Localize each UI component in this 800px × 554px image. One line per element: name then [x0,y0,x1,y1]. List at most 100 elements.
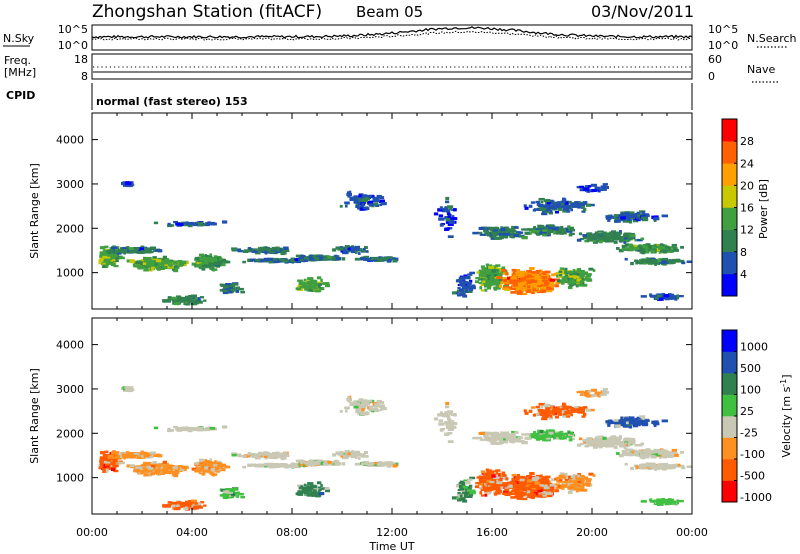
power-cell [627,213,634,216]
power-cell [173,268,179,273]
velocity-cell [327,460,332,464]
power-cell [542,229,548,232]
power-cell [148,250,154,254]
velocity-cell [228,496,233,499]
power-cell [113,264,119,268]
power-cell [493,229,498,232]
power-cell [640,237,645,241]
power-cell [650,295,657,298]
velocity-cell [243,454,250,458]
power-cell [582,201,588,204]
power-cell [359,207,366,211]
power-cell [446,212,451,216]
velocity-cell [121,454,128,458]
power-cell [523,204,527,208]
power-cell [568,200,572,204]
velocity-cell [135,466,142,470]
velocity-cell [317,486,322,489]
power-cell [643,249,648,252]
velocity-cell [312,492,319,495]
power-cell [130,182,133,185]
power-cell [488,269,495,273]
power-cell [231,248,237,252]
power-cell [225,260,231,264]
power-cell [542,282,549,286]
velocity-cell [112,464,116,467]
power-cell [164,263,169,266]
velocity-cell [184,506,188,509]
power-cell [519,270,526,274]
power-cell [366,194,373,198]
power-cell [192,223,198,227]
power-cell [487,279,491,283]
velocity-cell [267,453,273,456]
power-cell [466,290,473,293]
power-cell [656,294,662,298]
velocity-cell [209,458,212,462]
noise-sky-trace [91,26,693,39]
power-cell [540,230,547,234]
power-cell [221,262,226,267]
velocity-cell [237,454,243,458]
power-cell [479,286,483,290]
velocity-cell [180,503,186,507]
power-cell [191,262,197,266]
power-cell [542,210,547,214]
power-cell [580,205,585,208]
velocity-cell [271,451,278,455]
power-cell [195,297,201,301]
power-heatmap [98,181,693,306]
velocity-cell [215,470,220,473]
power-colorbar-band [722,185,737,208]
power-cell [498,284,502,288]
power-cell [546,230,551,233]
power-cell [312,284,317,288]
power-cell [529,267,535,271]
power-cell [251,250,258,253]
power-cell [185,295,189,299]
power-cell [133,264,138,268]
power-cell [569,227,574,230]
velocity-cell [387,462,394,465]
power-cell [102,249,106,253]
power-cell [493,271,500,275]
power-cell [466,283,471,287]
velocity-cell [99,456,104,460]
power-cell [621,244,627,248]
power-cell [661,214,668,218]
velocity-cell [392,464,398,468]
power-cbar-tick-12: 12 [740,224,754,237]
power-cell [569,283,574,287]
power-cell [561,202,565,206]
power-cell [583,235,586,239]
velocity-cell [145,471,149,476]
power-cell [144,262,149,266]
power-cell [659,260,665,264]
power-cell [308,282,314,286]
power-cell [592,188,597,192]
velocity-cell [116,456,122,460]
power-colorbar [722,119,737,297]
velocity-cell [135,469,140,472]
power-cell [546,286,551,290]
power-cell [499,274,503,277]
power-cell [599,240,603,244]
velocity-cell [113,469,119,473]
power-cell [270,260,275,264]
power-cell [605,215,609,219]
power-cell [444,227,449,231]
velocity-cell [388,464,392,467]
velocity-cell [104,450,109,454]
power-cell [310,286,315,289]
power-cell [651,246,655,249]
power-cell [507,276,513,280]
power-cell [555,230,562,234]
power-cell [574,201,581,205]
power-cbar-tick-28: 28 [740,135,754,148]
power-cell [571,280,577,284]
power-cell [517,282,524,286]
power-cell [641,218,649,222]
power-cell [539,269,543,273]
power-cell [518,275,523,279]
power-cell [500,281,504,285]
